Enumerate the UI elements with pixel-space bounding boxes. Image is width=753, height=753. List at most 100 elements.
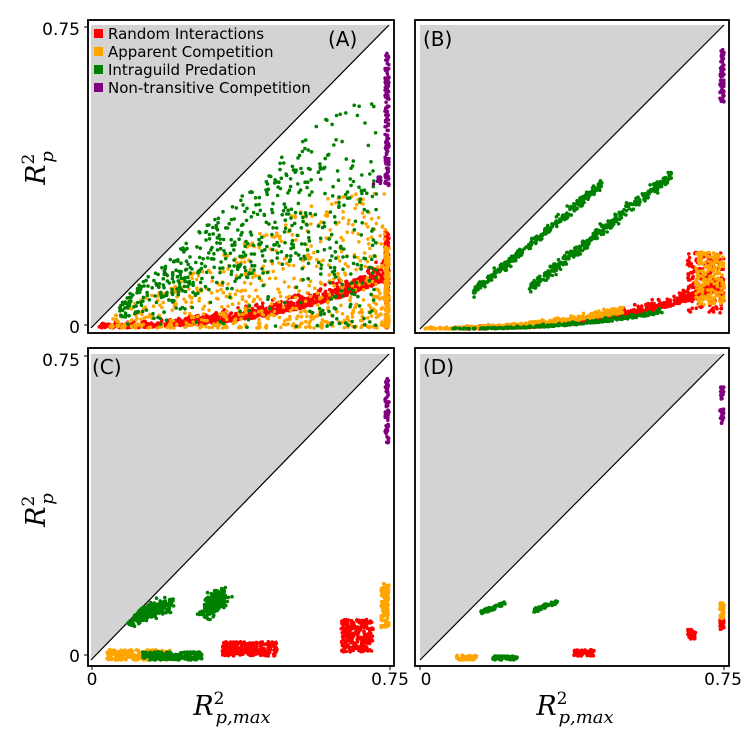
point-intraguild-predation bbox=[330, 122, 334, 127]
point-intraguild-predation bbox=[613, 212, 617, 217]
point-intraguild-predation bbox=[318, 162, 322, 166]
point-intraguild-predation bbox=[326, 152, 331, 157]
point-intraguild-predation bbox=[593, 230, 598, 235]
point-random-interactions bbox=[250, 306, 255, 311]
point-intraguild-predation bbox=[303, 242, 307, 246]
point-apparent-competition bbox=[276, 287, 280, 292]
point-apparent-competition bbox=[110, 323, 114, 327]
point-apparent-competition bbox=[258, 325, 262, 329]
point-intraguild-predation bbox=[291, 245, 296, 250]
point-apparent-competition bbox=[277, 261, 281, 265]
point-apparent-competition bbox=[287, 294, 291, 299]
point-intraguild-predation bbox=[545, 274, 549, 278]
point-intraguild-predation bbox=[184, 241, 188, 246]
point-apparent-competition bbox=[711, 251, 716, 255]
point-intraguild-predation bbox=[283, 300, 287, 305]
point-intraguild-predation bbox=[369, 160, 373, 164]
point-intraguild-predation bbox=[306, 148, 311, 152]
point-apparent-competition bbox=[253, 311, 257, 316]
point-random-interactions bbox=[154, 323, 158, 327]
point-apparent-competition bbox=[237, 326, 241, 330]
point-intraguild-predation bbox=[250, 190, 254, 195]
point-intraguild-predation bbox=[624, 204, 629, 208]
point-intraguild-predation bbox=[300, 149, 305, 154]
point-intraguild-predation bbox=[249, 215, 254, 219]
point-apparent-competition bbox=[712, 301, 717, 306]
point-intraguild-predation bbox=[337, 321, 342, 326]
point-intraguild-predation bbox=[583, 246, 587, 251]
point-intraguild-predation bbox=[347, 287, 352, 291]
point-intraguild-predation bbox=[199, 266, 204, 271]
point-intraguild-predation bbox=[277, 180, 281, 184]
point-random-interactions bbox=[251, 316, 255, 320]
point-intraguild-predation bbox=[565, 204, 569, 208]
point-intraguild-predation bbox=[299, 300, 303, 305]
point-apparent-competition bbox=[694, 266, 698, 270]
point-intraguild-predation bbox=[329, 232, 334, 237]
point-apparent-competition bbox=[308, 294, 313, 299]
point-intraguild-predation bbox=[325, 324, 329, 328]
point-apparent-competition bbox=[326, 299, 330, 304]
point-apparent-competition bbox=[242, 280, 247, 285]
point-non-transitive-competition bbox=[383, 157, 388, 162]
point-intraguild-predation bbox=[349, 272, 353, 276]
point-intraguild-predation bbox=[528, 246, 533, 250]
point-apparent-competition bbox=[226, 304, 230, 309]
point-apparent-competition bbox=[129, 324, 134, 329]
point-apparent-competition bbox=[361, 298, 366, 302]
point-apparent-competition bbox=[346, 318, 351, 323]
point-apparent-competition bbox=[707, 301, 712, 306]
point-intraguild-predation bbox=[478, 285, 483, 290]
point-apparent-competition bbox=[304, 319, 308, 324]
point-intraguild-predation bbox=[335, 317, 339, 321]
point-intraguild-predation bbox=[167, 298, 171, 302]
point-intraguild-predation bbox=[282, 202, 287, 206]
point-random-interactions bbox=[686, 272, 690, 276]
point-apparent-competition bbox=[149, 315, 153, 319]
point-apparent-competition bbox=[142, 316, 147, 320]
point-random-interactions bbox=[690, 285, 694, 290]
point-intraguild-predation bbox=[340, 282, 344, 287]
point-intraguild-predation bbox=[174, 306, 178, 310]
point-intraguild-predation bbox=[203, 264, 207, 269]
point-intraguild-predation bbox=[573, 203, 577, 208]
point-intraguild-predation bbox=[286, 208, 290, 213]
point-intraguild-predation bbox=[479, 281, 484, 286]
point-intraguild-predation bbox=[134, 304, 138, 308]
point-intraguild-predation bbox=[360, 221, 365, 225]
point-intraguild-predation bbox=[334, 240, 339, 245]
point-intraguild-predation bbox=[338, 112, 342, 117]
point-intraguild-predation bbox=[329, 322, 333, 327]
point-intraguild-predation bbox=[537, 274, 542, 279]
point-apparent-competition bbox=[214, 296, 219, 301]
point-intraguild-predation bbox=[264, 188, 268, 192]
point-apparent-competition bbox=[384, 313, 388, 317]
point-intraguild-predation bbox=[165, 273, 170, 278]
point-apparent-competition bbox=[561, 318, 566, 323]
point-random-interactions bbox=[335, 281, 339, 286]
point-intraguild-predation bbox=[193, 292, 198, 296]
point-apparent-competition bbox=[607, 310, 611, 315]
point-intraguild-predation bbox=[243, 209, 247, 214]
point-apparent-competition bbox=[111, 317, 115, 321]
point-random-interactions bbox=[687, 309, 692, 313]
point-apparent-competition bbox=[221, 290, 226, 295]
point-intraguild-predation bbox=[315, 323, 320, 328]
point-random-interactions bbox=[374, 260, 378, 264]
point-random-interactions bbox=[322, 292, 326, 296]
point-random-interactions bbox=[213, 314, 217, 318]
point-intraguild-predation bbox=[303, 146, 307, 151]
point-random-interactions bbox=[323, 283, 327, 287]
point-random-interactions bbox=[719, 306, 724, 311]
point-intraguild-predation bbox=[199, 288, 203, 292]
point-apparent-competition bbox=[601, 311, 605, 316]
point-intraguild-predation bbox=[227, 221, 231, 226]
point-intraguild-predation bbox=[333, 220, 338, 225]
point-intraguild-predation bbox=[288, 184, 293, 189]
point-apparent-competition bbox=[115, 319, 119, 324]
point-intraguild-predation bbox=[162, 285, 166, 290]
point-intraguild-predation bbox=[307, 193, 312, 197]
point-apparent-competition bbox=[191, 320, 195, 324]
point-intraguild-predation bbox=[225, 286, 229, 291]
point-apparent-competition bbox=[281, 305, 286, 310]
